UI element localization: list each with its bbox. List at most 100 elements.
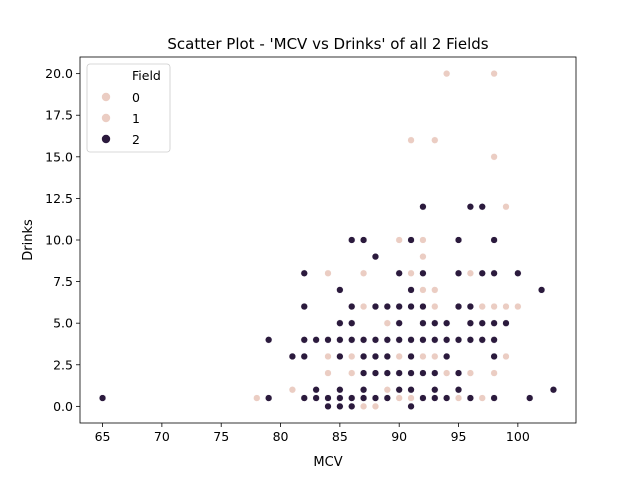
data-point-field-2 [407, 286, 415, 294]
data-point-field-1 [383, 386, 391, 394]
legend: Field 0 1 2 [86, 63, 171, 153]
data-point-field-2 [265, 394, 273, 402]
data-point-field-1 [502, 352, 510, 361]
legend-label-1: 1 [132, 111, 140, 126]
data-point-field-2 [312, 386, 320, 394]
legend-label-0: 0 [132, 90, 140, 105]
data-point-field-2 [395, 302, 403, 311]
data-point-field-1 [431, 286, 439, 294]
data-point-field-2 [490, 352, 498, 361]
data-point-field-2 [466, 394, 475, 402]
data-point-field-1 [490, 369, 498, 377]
data-point-field-2 [395, 369, 403, 377]
data-point-field-2 [348, 302, 356, 311]
y-tick-label: 20.0 [45, 66, 73, 81]
data-point-field-2 [419, 302, 427, 311]
y-tick-label: 10.0 [45, 233, 73, 248]
legend-box [86, 63, 171, 153]
data-point-field-2 [348, 336, 356, 344]
x-tick-label: 80 [273, 429, 289, 444]
data-point-field-1 [383, 319, 391, 327]
data-point-field-1 [478, 302, 486, 311]
data-point-field-2 [312, 394, 320, 402]
data-point-field-1 [348, 369, 356, 377]
data-point-field-2 [371, 336, 380, 344]
data-point-field-2 [348, 402, 356, 411]
data-point-field-2 [300, 394, 308, 402]
y-axis-label: Drinks [21, 219, 36, 261]
data-point-field-1 [490, 69, 498, 78]
x-tick-label: 90 [391, 429, 407, 444]
data-point-field-2 [478, 319, 486, 327]
data-point-field-2 [300, 302, 308, 311]
data-point-field-1 [419, 286, 427, 294]
data-point-field-1 [253, 394, 261, 402]
data-point-field-1 [324, 352, 332, 361]
data-point-field-1 [348, 352, 356, 361]
data-point-field-2 [454, 269, 463, 277]
data-point-field-2 [300, 352, 308, 361]
data-point-field-2 [371, 352, 380, 361]
data-point-field-2 [407, 402, 415, 411]
data-point-field-1 [431, 352, 439, 361]
y-tick-label: 12.5 [45, 191, 73, 206]
data-point-field-1 [419, 236, 427, 244]
data-point-field-2 [383, 336, 391, 344]
x-tick-label: 65 [95, 429, 111, 444]
data-point-field-2 [466, 203, 475, 211]
data-point-field-2 [359, 394, 368, 402]
data-point-field-1 [466, 269, 475, 277]
data-point-field-2 [431, 336, 439, 344]
data-point-field-1 [359, 269, 368, 277]
data-point-field-2 [443, 352, 451, 361]
data-point-field-1 [490, 302, 498, 311]
data-point-field-1 [490, 153, 498, 161]
data-point-field-1 [419, 352, 427, 361]
data-point-field-2 [431, 369, 439, 377]
data-point-field-2 [395, 336, 403, 344]
data-point-field-2 [288, 352, 297, 361]
data-point-field-2 [348, 394, 356, 402]
data-point-field-2 [419, 319, 427, 327]
axis-ticks: 65 70 75 80 85 90 95 100 0.0 2.5 5.0 7.5 10.0 12.5 15.… [45, 66, 530, 444]
data-point-field-2 [490, 236, 498, 244]
data-point-field-2 [371, 394, 380, 402]
chart-title: Scatter Plot - 'MCV vs Drinks' of all 2 … [167, 35, 488, 53]
data-point-field-2 [443, 336, 451, 344]
data-point-field-2 [407, 302, 415, 311]
data-point-field-1 [395, 352, 403, 361]
data-point-field-1 [443, 369, 451, 377]
data-point-field-1 [478, 394, 486, 402]
data-point-field-1 [514, 302, 522, 311]
data-point-field-2 [443, 319, 451, 327]
data-point-field-2 [407, 386, 415, 394]
data-point-field-1 [288, 386, 297, 394]
data-point-field-1 [371, 402, 380, 411]
data-point-field-1 [502, 203, 510, 211]
legend-title: Field [132, 68, 161, 83]
data-point-field-2 [454, 236, 463, 244]
data-point-field-1 [359, 302, 368, 311]
data-point-field-2 [466, 302, 475, 311]
data-point-field-2 [395, 319, 403, 327]
data-point-field-1 [419, 252, 427, 261]
data-point-field-2 [300, 336, 308, 344]
data-point-field-2 [371, 302, 380, 311]
x-tick-label: 95 [451, 429, 467, 444]
data-point-field-2 [407, 336, 415, 344]
data-point-field-1 [443, 69, 451, 78]
data-point-field-2 [419, 336, 427, 344]
data-point-field-2 [549, 386, 558, 394]
data-point-field-1 [324, 269, 332, 277]
data-point-field-2 [490, 319, 498, 327]
legend-marker-2 [101, 134, 111, 144]
data-point-field-2 [478, 269, 486, 277]
data-point-field-2 [336, 386, 344, 394]
plot-frame [79, 56, 577, 424]
data-point-field-2 [490, 336, 498, 344]
data-point-field-2 [324, 394, 332, 402]
data-point-field-2 [98, 394, 107, 402]
data-point-field-2 [454, 336, 463, 344]
data-point-field-2 [359, 386, 368, 394]
